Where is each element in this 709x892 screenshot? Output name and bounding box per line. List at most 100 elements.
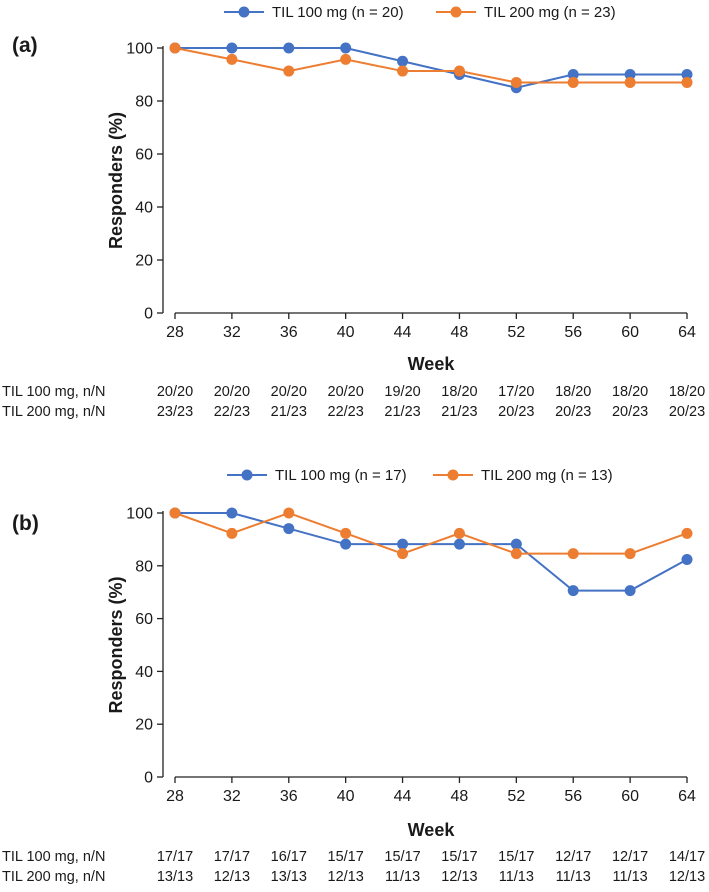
x-tick-label: 56 xyxy=(564,788,582,805)
data-point xyxy=(624,69,636,80)
series-line xyxy=(174,47,687,84)
risk-row-label: TIL 200 mg, n/N xyxy=(2,404,105,420)
x-tick-label: 36 xyxy=(280,788,298,805)
risk-value: 17/20 xyxy=(498,384,534,400)
legend-label: TIL 200 mg (n = 23) xyxy=(484,4,616,21)
chart-panel-a: (a) TIL 100 mg (n = 20) TIL 200 mg (n = 23… xyxy=(2,4,705,420)
risk-value: 20/23 xyxy=(555,404,591,420)
data-point xyxy=(340,42,352,54)
chart-panel-b: (b) TIL 100 mg (n = 17) TIL 200 mg (n = 13… xyxy=(2,467,705,885)
risk-value: 22/23 xyxy=(214,404,250,420)
x-tick-label: 56 xyxy=(564,324,582,341)
data-point xyxy=(453,65,465,77)
x-tick-label: 40 xyxy=(337,788,355,805)
risk-value: 12/13 xyxy=(441,869,477,885)
x-tick-label: 48 xyxy=(451,324,469,341)
risk-value: 22/23 xyxy=(328,404,364,420)
data-point xyxy=(226,53,238,65)
data-point xyxy=(624,548,636,560)
data-point xyxy=(169,42,181,54)
risk-value: 11/13 xyxy=(385,869,420,885)
x-tick-label: 44 xyxy=(394,324,412,341)
risk-value: 17/17 xyxy=(214,849,250,865)
risk-value: 18/20 xyxy=(441,384,477,400)
data-point xyxy=(624,585,636,597)
x-axis-title: Week xyxy=(408,820,456,840)
risk-row-label: TIL 200 mg, n/N xyxy=(2,869,105,885)
y-tick-label: 40 xyxy=(135,200,153,217)
data-point xyxy=(283,42,295,54)
panel-label: (a) xyxy=(12,34,38,57)
x-tick-label: 48 xyxy=(451,788,469,805)
x-tick-label: 52 xyxy=(507,788,525,805)
data-point xyxy=(283,507,295,519)
risk-value: 12/13 xyxy=(214,869,250,885)
risk-value: 11/13 xyxy=(499,869,534,885)
y-tick-label: 20 xyxy=(135,253,153,270)
risk-value: 20/23 xyxy=(669,404,705,420)
risk-value: 19/20 xyxy=(384,384,420,400)
x-tick-label: 40 xyxy=(337,324,355,341)
risk-value: 20/20 xyxy=(214,384,250,400)
series-line xyxy=(175,47,687,89)
data-point xyxy=(510,548,522,560)
risk-value: 12/17 xyxy=(612,849,648,865)
x-tick-label: 44 xyxy=(394,788,412,805)
series-line xyxy=(174,511,688,555)
legend-label: TIL 100 mg (n = 20) xyxy=(272,4,404,21)
x-tick-label: 36 xyxy=(280,324,298,341)
y-tick-label: 100 xyxy=(126,41,153,58)
series-line xyxy=(175,512,688,592)
risk-value: 11/13 xyxy=(613,869,648,885)
risk-row-label: TIL 100 mg, n/N xyxy=(2,849,105,865)
data-point xyxy=(567,69,579,80)
data-point xyxy=(453,527,465,539)
legend-marker xyxy=(447,469,459,481)
risk-value: 12/17 xyxy=(555,849,591,865)
risk-value: 13/13 xyxy=(271,869,307,885)
risk-value: 18/20 xyxy=(555,384,591,400)
data-point xyxy=(283,65,295,77)
risk-value: 20/20 xyxy=(328,384,364,400)
data-point xyxy=(226,527,238,539)
y-tick-label: 80 xyxy=(135,558,153,575)
risk-value: 15/17 xyxy=(328,849,364,865)
risk-value: 17/17 xyxy=(157,849,193,865)
data-point xyxy=(681,527,693,539)
data-point xyxy=(397,548,409,560)
risk-value: 21/23 xyxy=(384,404,420,420)
risk-value: 20/23 xyxy=(498,404,534,420)
risk-value: 18/20 xyxy=(669,384,705,400)
y-axis-title: Responders (%) xyxy=(106,576,126,713)
data-point xyxy=(340,538,352,550)
risk-value: 11/13 xyxy=(556,869,591,885)
x-axis-title: Week xyxy=(408,354,456,374)
data-point xyxy=(169,507,181,519)
y-tick-label: 0 xyxy=(144,770,153,787)
legend-label: TIL 100 mg (n = 17) xyxy=(275,467,407,484)
risk-value: 20/23 xyxy=(612,404,648,420)
data-point xyxy=(283,523,295,535)
y-tick-label: 20 xyxy=(135,717,153,734)
risk-value: 20/20 xyxy=(157,384,193,400)
data-point xyxy=(567,76,579,88)
data-point xyxy=(226,42,238,54)
risk-value: 15/17 xyxy=(441,849,477,865)
x-tick-label: 60 xyxy=(621,324,639,341)
y-tick-label: 80 xyxy=(135,94,153,111)
risk-value: 23/23 xyxy=(157,404,193,420)
x-tick-label: 28 xyxy=(166,788,184,805)
data-point xyxy=(340,527,352,539)
legend-marker xyxy=(241,469,253,481)
data-point xyxy=(681,553,693,565)
data-point xyxy=(226,507,238,519)
data-point xyxy=(681,76,693,88)
y-tick-label: 60 xyxy=(135,147,153,164)
risk-row-label: TIL 100 mg, n/N xyxy=(2,384,105,400)
risk-value: 16/17 xyxy=(271,849,307,865)
risk-value: 21/23 xyxy=(271,404,307,420)
data-point xyxy=(510,538,522,550)
risk-value: 12/13 xyxy=(669,869,705,885)
data-point xyxy=(397,55,409,67)
